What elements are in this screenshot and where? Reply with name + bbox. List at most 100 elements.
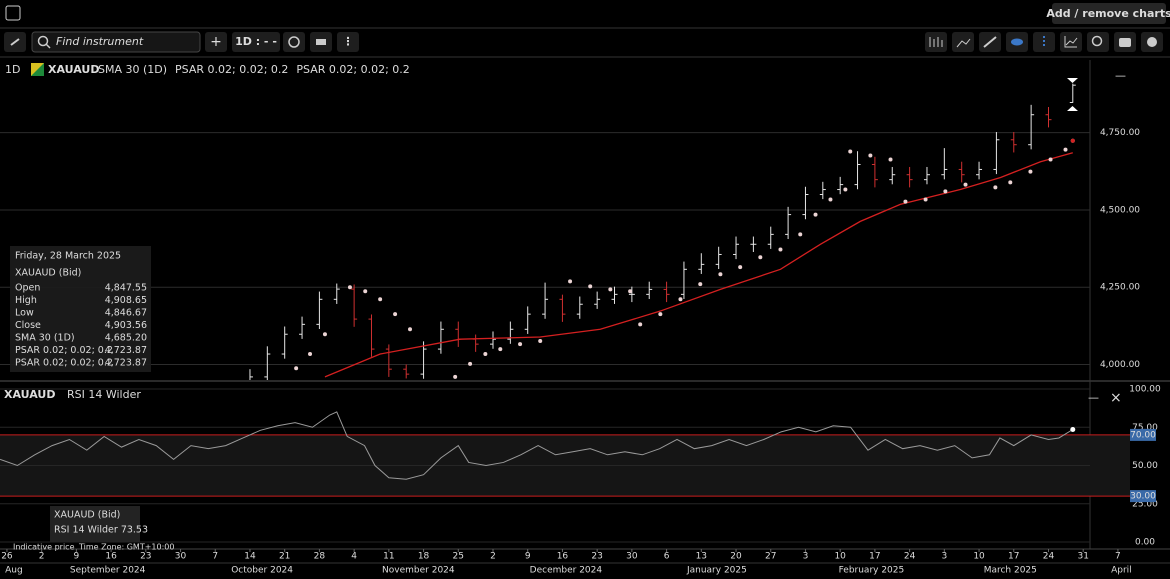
psar-dot <box>498 347 503 352</box>
menu-button[interactable] <box>337 32 359 52</box>
psar-dot <box>1070 138 1075 143</box>
x-tick-label: 18 <box>418 552 430 562</box>
search-input[interactable] <box>31 31 201 53</box>
refresh-button[interactable] <box>283 32 305 52</box>
psar-dot <box>393 312 398 317</box>
rsi-name: RSI 14 Wilder <box>67 388 141 401</box>
psar-dot <box>453 374 458 379</box>
month-label: Aug <box>5 566 23 576</box>
x-tick-label: 30 <box>626 552 638 562</box>
popout-icon[interactable] <box>5 5 21 21</box>
tool-button[interactable] <box>925 32 947 52</box>
psar-dot <box>378 297 383 302</box>
price-panel: 4,000.00 4,250.00 4,500.00 4,750.00 SMA 30 (… <box>0 63 1140 380</box>
interval-button[interactable] <box>232 32 280 52</box>
tooltip-label: PSAR 0.02; 0.02; 0.2 <box>15 358 113 369</box>
tooltip-value: 4,847.55 <box>105 283 147 294</box>
x-tick-label: 30 <box>175 552 187 562</box>
x-tick-label: 2 <box>490 552 496 562</box>
rsi-instrument: XAUAUD <box>4 388 56 401</box>
menu-icon: ⋮ <box>343 35 354 48</box>
month-label: February 2025 <box>839 566 905 576</box>
x-tick-label: 6 <box>664 552 670 562</box>
month-label: January 2025 <box>686 566 747 576</box>
legend-entry: SMA 30 (1D) <box>98 63 167 76</box>
psar-dot <box>308 352 313 357</box>
minimize-icon[interactable]: — <box>1088 391 1099 404</box>
x-tick-label: 17 <box>1008 552 1019 562</box>
tooltip-rows: Open 4,847.55 High 4,908.65 Low 4,846.67 Close… <box>15 283 147 369</box>
x-tick-label: 23 <box>140 552 151 562</box>
tooltip <box>10 246 151 372</box>
x-tick-label: 16 <box>105 552 117 562</box>
x-tick-label: 2 <box>39 552 45 562</box>
psar-dot <box>347 285 352 290</box>
tooltip-instrument: XAUAUD (Bid) <box>15 268 81 279</box>
psar-dot <box>868 153 873 158</box>
psar-dot <box>638 322 643 327</box>
x-tick-label: 16 <box>557 552 569 562</box>
minimize-icon[interactable]: — <box>1115 69 1126 82</box>
x-tick-label: 21 <box>279 552 290 562</box>
x-tick-label: 10 <box>834 552 846 562</box>
psar-dot <box>698 282 703 287</box>
psar-dot <box>888 157 893 162</box>
icon <box>1119 38 1131 47</box>
x-tick-label: 31 <box>1077 552 1088 562</box>
psar-dot <box>588 284 593 289</box>
icon <box>983 36 997 48</box>
psar-dot <box>518 342 523 347</box>
x-tick-label: 24 <box>1043 552 1055 562</box>
psar-dot <box>813 212 818 217</box>
psar-dot <box>993 185 998 190</box>
rsi-last-point <box>1070 426 1076 432</box>
rsi-tooltip-value: RSI 14 Wilder 73.53 <box>54 525 148 536</box>
interval-label: 1D : - - <box>235 35 277 48</box>
tooltip-label: Open <box>15 283 40 294</box>
tooltip-label: Low <box>15 308 34 319</box>
tooltip-label: PSAR 0.02; 0.02; 0.2 <box>15 345 113 356</box>
tooltip-value: 4,903.56 <box>105 320 147 331</box>
tooltip-label: Close <box>15 320 41 331</box>
level-tag <box>1130 428 1156 441</box>
tooltip-label: SMA 30 (1D) <box>15 333 75 344</box>
month-label: March 2025 <box>984 566 1037 576</box>
psar-dot <box>1063 147 1068 152</box>
y-tick-label: 25.00 <box>1132 499 1158 509</box>
legend-entry: PSAR 0.02; 0.02; 0.2 <box>175 63 288 76</box>
add-remove-button[interactable] <box>1052 3 1166 24</box>
x-tick-label: 23 <box>591 552 602 562</box>
level-label: 70.00 <box>1130 430 1156 440</box>
psar-dot <box>758 255 763 260</box>
tooltip-value: 4,685.20 <box>105 333 147 344</box>
psar-dot <box>608 287 613 292</box>
plot-area <box>249 83 1076 380</box>
x-tick-label: 28 <box>314 552 326 562</box>
button-label: Add / remove charts <box>1046 7 1170 20</box>
tool-button[interactable] <box>1087 32 1109 52</box>
psar-dot <box>568 279 573 284</box>
link-icon <box>10 38 20 46</box>
psar-dot <box>294 366 299 371</box>
psar-dot <box>903 199 908 204</box>
tooltip-label: High <box>15 295 37 306</box>
psar-dot <box>658 312 663 317</box>
icon <box>956 38 971 48</box>
add-button[interactable] <box>205 32 227 52</box>
rsi-tooltip <box>50 506 140 542</box>
top-bar <box>0 0 1170 27</box>
icon <box>1147 37 1157 47</box>
psar-dot <box>778 247 783 252</box>
search-icon <box>45 43 51 49</box>
x-tick-label: 24 <box>904 552 916 562</box>
x-tick-label: 9 <box>74 552 80 562</box>
instrument-flag <box>31 63 44 76</box>
refresh-icon <box>288 36 300 48</box>
y-tick-label: 0.00 <box>1135 538 1155 548</box>
x-tick-label: 14 <box>244 552 256 562</box>
plus-icon: + <box>210 34 222 50</box>
psar-dot <box>1008 180 1013 185</box>
close-icon[interactable]: × <box>1110 390 1122 406</box>
psar-dot <box>322 332 327 337</box>
